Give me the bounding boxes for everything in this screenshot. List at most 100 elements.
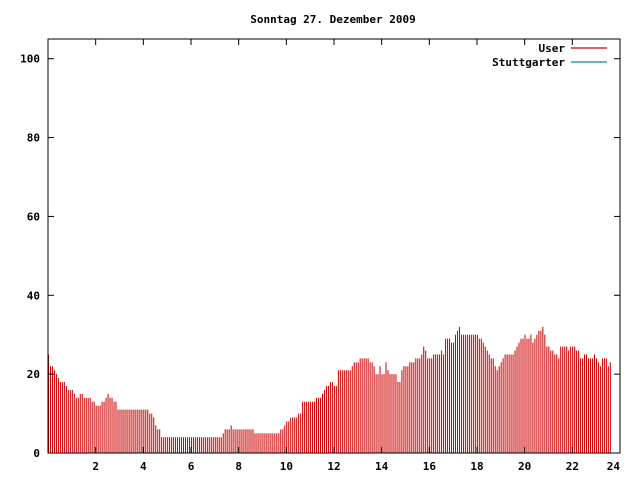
bar — [53, 370, 55, 453]
bar — [451, 342, 453, 453]
x-tick-label: 2 — [92, 460, 99, 473]
bar — [79, 393, 81, 453]
bar — [115, 401, 117, 453]
bar — [95, 405, 97, 453]
bar — [601, 358, 603, 453]
bar — [395, 374, 397, 453]
bar — [540, 330, 542, 453]
x-tick-label: 18 — [470, 460, 483, 473]
bar — [524, 334, 526, 453]
bar — [476, 334, 478, 453]
bar — [308, 401, 310, 453]
bar — [85, 397, 87, 453]
plot-frame — [47, 38, 621, 454]
bar — [548, 346, 550, 453]
bar — [369, 362, 371, 453]
bar — [337, 370, 339, 453]
bar — [363, 358, 365, 453]
bar — [568, 350, 570, 453]
bar — [214, 437, 216, 453]
bar — [413, 362, 415, 453]
bar — [232, 429, 234, 453]
x-tick-label: 8 — [235, 460, 242, 473]
bar — [268, 433, 270, 453]
bar — [443, 354, 445, 453]
bar — [470, 334, 472, 453]
bar — [91, 401, 93, 453]
bar — [244, 429, 246, 453]
bar — [341, 370, 343, 453]
bar — [151, 413, 153, 453]
bar — [192, 437, 194, 453]
bar — [206, 437, 208, 453]
x-tick-label: 4 — [140, 460, 147, 473]
bar — [302, 401, 304, 453]
bar — [314, 401, 316, 453]
bar — [167, 437, 169, 453]
bar — [254, 433, 256, 453]
bar — [87, 397, 89, 453]
bar — [323, 389, 325, 453]
x-tick-label: 6 — [188, 460, 195, 473]
bar — [607, 366, 609, 453]
bar — [472, 334, 474, 453]
bar — [288, 421, 290, 453]
bar — [462, 334, 464, 453]
bar — [564, 346, 566, 453]
bar — [609, 362, 611, 453]
bar — [433, 354, 435, 453]
bar — [556, 354, 558, 453]
bar — [109, 397, 111, 453]
bar — [347, 370, 349, 453]
bar — [504, 354, 506, 453]
bar — [375, 374, 377, 453]
bar — [377, 374, 379, 453]
bar — [550, 350, 552, 453]
bar — [250, 429, 252, 453]
bar — [67, 389, 69, 453]
bar — [474, 334, 476, 453]
bar — [99, 405, 101, 453]
bar — [123, 409, 125, 453]
bar — [333, 385, 335, 453]
bar — [331, 382, 333, 453]
bar — [184, 437, 186, 453]
bar — [453, 342, 455, 453]
x-tick-label: 24 — [607, 460, 621, 473]
bar — [353, 362, 355, 453]
bar — [506, 354, 508, 453]
bar — [270, 433, 272, 453]
bar — [321, 393, 323, 453]
bar — [296, 417, 298, 453]
bar — [186, 437, 188, 453]
bar — [351, 366, 353, 453]
bar — [538, 330, 540, 453]
bar — [494, 366, 496, 453]
bar — [306, 401, 308, 453]
bar — [276, 433, 278, 453]
bar — [365, 358, 367, 453]
bar — [544, 334, 546, 453]
y-tick-label: 80 — [27, 132, 40, 145]
bar — [264, 433, 266, 453]
bar — [591, 358, 593, 453]
bar — [357, 362, 359, 453]
bar — [383, 374, 385, 453]
x-tick-label: 22 — [566, 460, 579, 473]
bar — [343, 370, 345, 453]
bar — [429, 358, 431, 453]
bar — [415, 358, 417, 453]
chart-title: Sonntag 27. Dezember 2009 — [250, 13, 416, 26]
bar — [468, 334, 470, 453]
bar — [407, 366, 409, 453]
bar — [161, 437, 163, 453]
bar — [49, 366, 51, 453]
bar — [163, 437, 165, 453]
bar — [605, 358, 607, 453]
bar — [236, 429, 238, 453]
bar — [242, 429, 244, 453]
bar — [500, 362, 502, 453]
bar — [449, 338, 451, 453]
bar — [522, 338, 524, 453]
bar — [238, 429, 240, 453]
